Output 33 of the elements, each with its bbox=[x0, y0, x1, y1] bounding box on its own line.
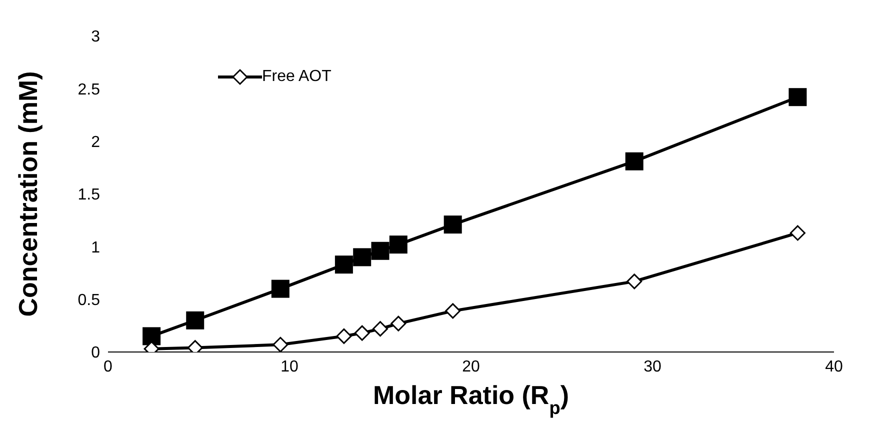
y-tick-label: 2.5 bbox=[78, 81, 100, 98]
legend-label: Free AOT bbox=[262, 68, 332, 86]
x-tick-label: 30 bbox=[644, 358, 662, 376]
x-axis-title: Molar Ratio (R$_{p}$) bbox=[372, 380, 570, 418]
x-tick-label: 20 bbox=[462, 358, 480, 376]
point bbox=[625, 152, 644, 170]
point bbox=[390, 316, 406, 332]
x-tick-label: 40 bbox=[825, 358, 843, 376]
x-tick-label: 0 bbox=[104, 358, 113, 376]
y-tick-label: 3 bbox=[91, 28, 100, 46]
point bbox=[354, 325, 370, 341]
y-tick-label: 0 bbox=[91, 344, 100, 362]
point bbox=[334, 256, 353, 274]
point bbox=[353, 248, 372, 266]
x-tick-label: 10 bbox=[280, 358, 298, 376]
y-axis-title: Concentration (mM) bbox=[13, 71, 44, 317]
point bbox=[186, 311, 204, 330]
point bbox=[272, 336, 288, 352]
y-tick-label: 1 bbox=[91, 239, 100, 256]
point bbox=[372, 321, 388, 337]
point bbox=[271, 280, 290, 298]
point bbox=[788, 88, 807, 106]
y-tick-label: 0.5 bbox=[78, 292, 100, 310]
point bbox=[790, 225, 806, 241]
y-tick-label: 2 bbox=[91, 134, 100, 152]
y-tick-label: 1.5 bbox=[78, 186, 100, 204]
point bbox=[444, 216, 462, 234]
point bbox=[336, 328, 352, 344]
point bbox=[371, 242, 390, 260]
point bbox=[626, 274, 642, 290]
point bbox=[445, 303, 461, 319]
point bbox=[389, 236, 408, 254]
point bbox=[142, 327, 161, 346]
